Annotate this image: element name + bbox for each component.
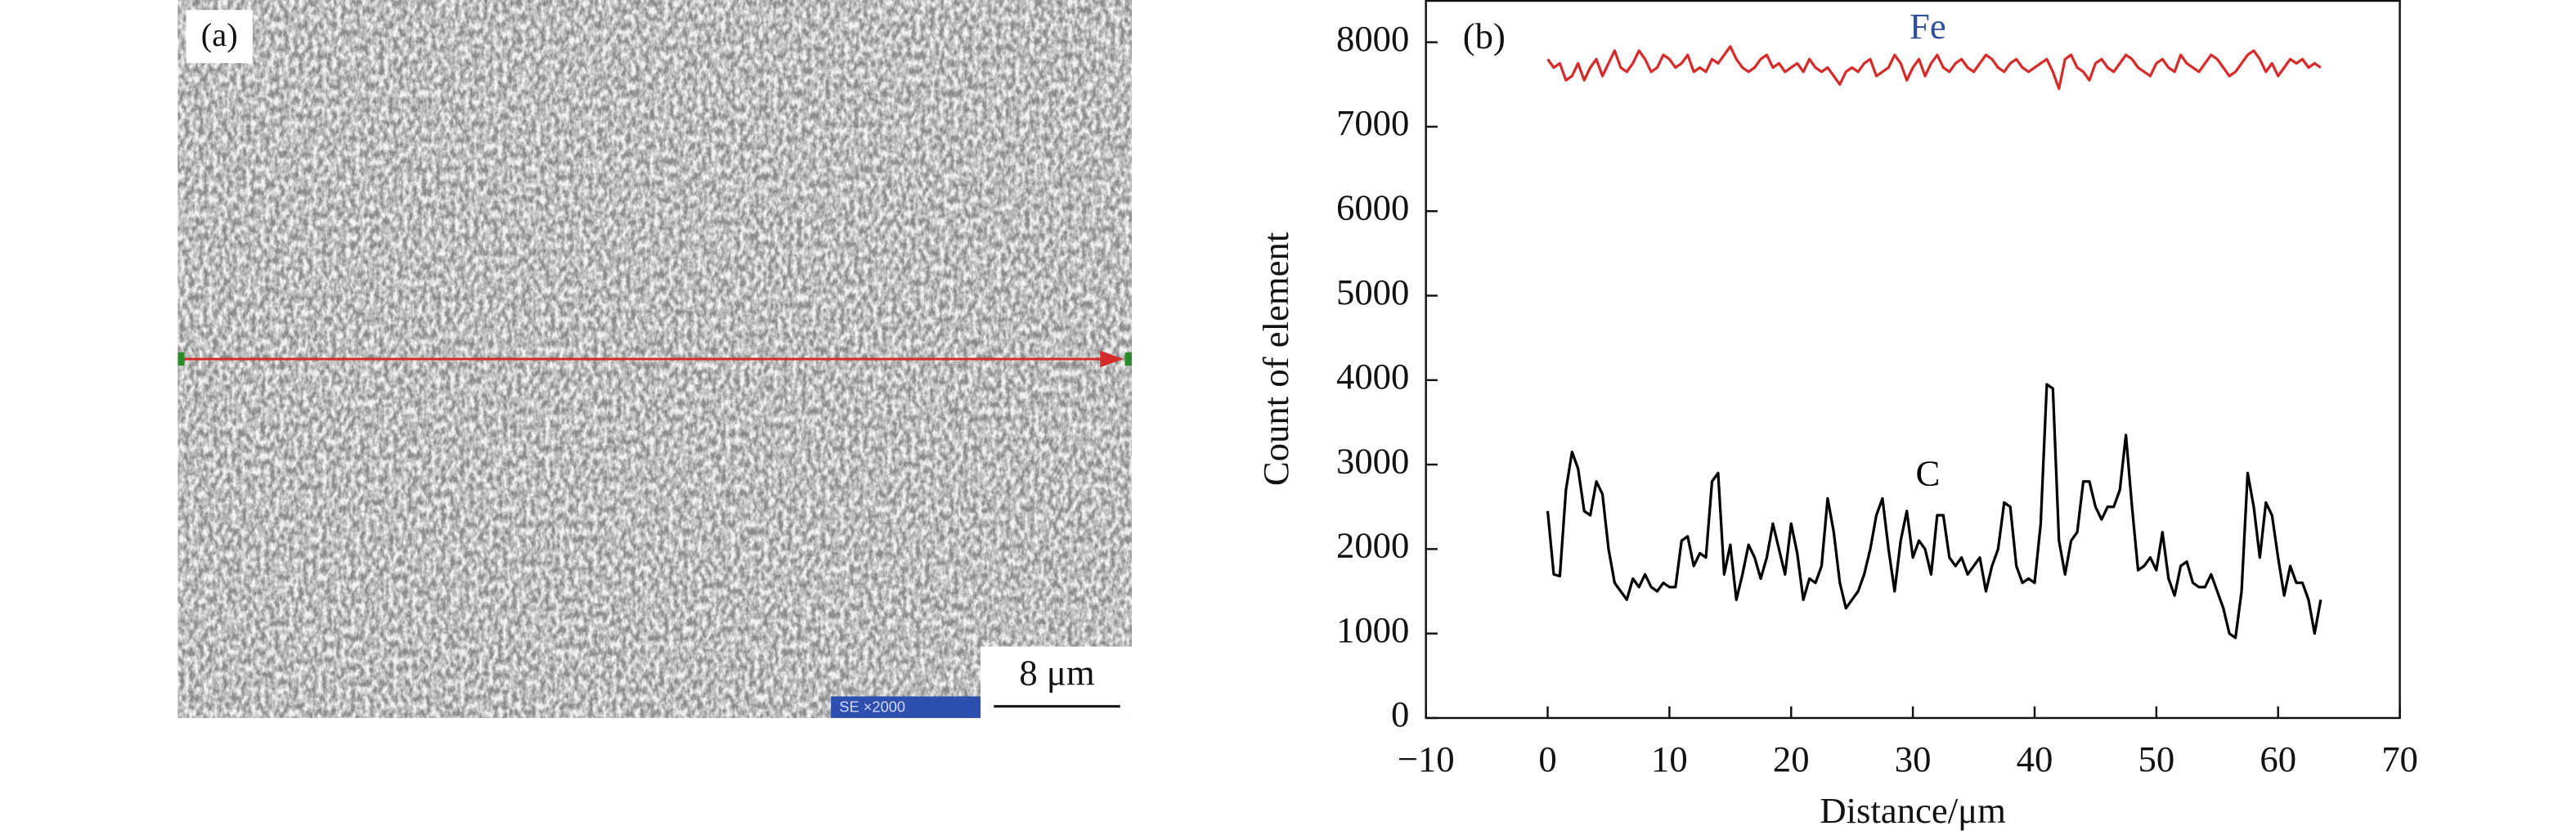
x-tick-label: 60 bbox=[2260, 738, 2296, 779]
panel-label: (a) bbox=[201, 16, 238, 53]
y-tick-label: 1000 bbox=[1336, 609, 1409, 650]
panel-label: (b) bbox=[1463, 16, 1506, 56]
data-line bbox=[1546, 383, 2322, 640]
y-tick-label: 6000 bbox=[1336, 186, 1409, 227]
y-tick-label: 5000 bbox=[1336, 272, 1409, 312]
x-tick-label: 50 bbox=[2138, 738, 2175, 779]
y-tick-label: 4000 bbox=[1336, 356, 1409, 397]
scan-arrow bbox=[1100, 350, 1124, 368]
x-tick-label: 70 bbox=[2381, 738, 2418, 779]
x-tick-label: 20 bbox=[1773, 738, 1810, 779]
y-tick-label: 2000 bbox=[1336, 525, 1409, 566]
series-label: Fe bbox=[1910, 6, 1946, 47]
x-tick-label: 40 bbox=[2017, 738, 2053, 779]
y-tick-label: 3000 bbox=[1336, 440, 1409, 481]
x-tick-label: 0 bbox=[1538, 738, 1556, 779]
plot-frame bbox=[1425, 0, 2401, 720]
x-axis-label: Distance/μm bbox=[1820, 790, 2006, 831]
sem-panel: (a) SE ×2000 8 μm bbox=[177, 0, 1132, 718]
y-tick-label: 8000 bbox=[1336, 18, 1409, 59]
data-line bbox=[1546, 45, 2322, 91]
x-tick-label: 10 bbox=[1651, 738, 1688, 779]
x-tick-label: −10 bbox=[1398, 738, 1455, 779]
caption: SE ×2000 bbox=[839, 698, 905, 716]
scan-end bbox=[1124, 352, 1132, 366]
line-plot: (b) Distance/μm Count of element −10 0 10 2… bbox=[1255, 0, 2418, 831]
caption-bar bbox=[831, 696, 981, 718]
x-tick-label: 30 bbox=[1895, 738, 1932, 779]
label-box bbox=[186, 10, 253, 64]
y-tick-label: 7000 bbox=[1336, 102, 1409, 143]
scan-start bbox=[177, 352, 185, 366]
series-label: C bbox=[1916, 453, 1941, 494]
y-axis-label: Count of element bbox=[1255, 231, 1296, 486]
y-tick-label: 0 bbox=[1391, 694, 1409, 734]
scale-text: 8 μm bbox=[1019, 652, 1094, 693]
